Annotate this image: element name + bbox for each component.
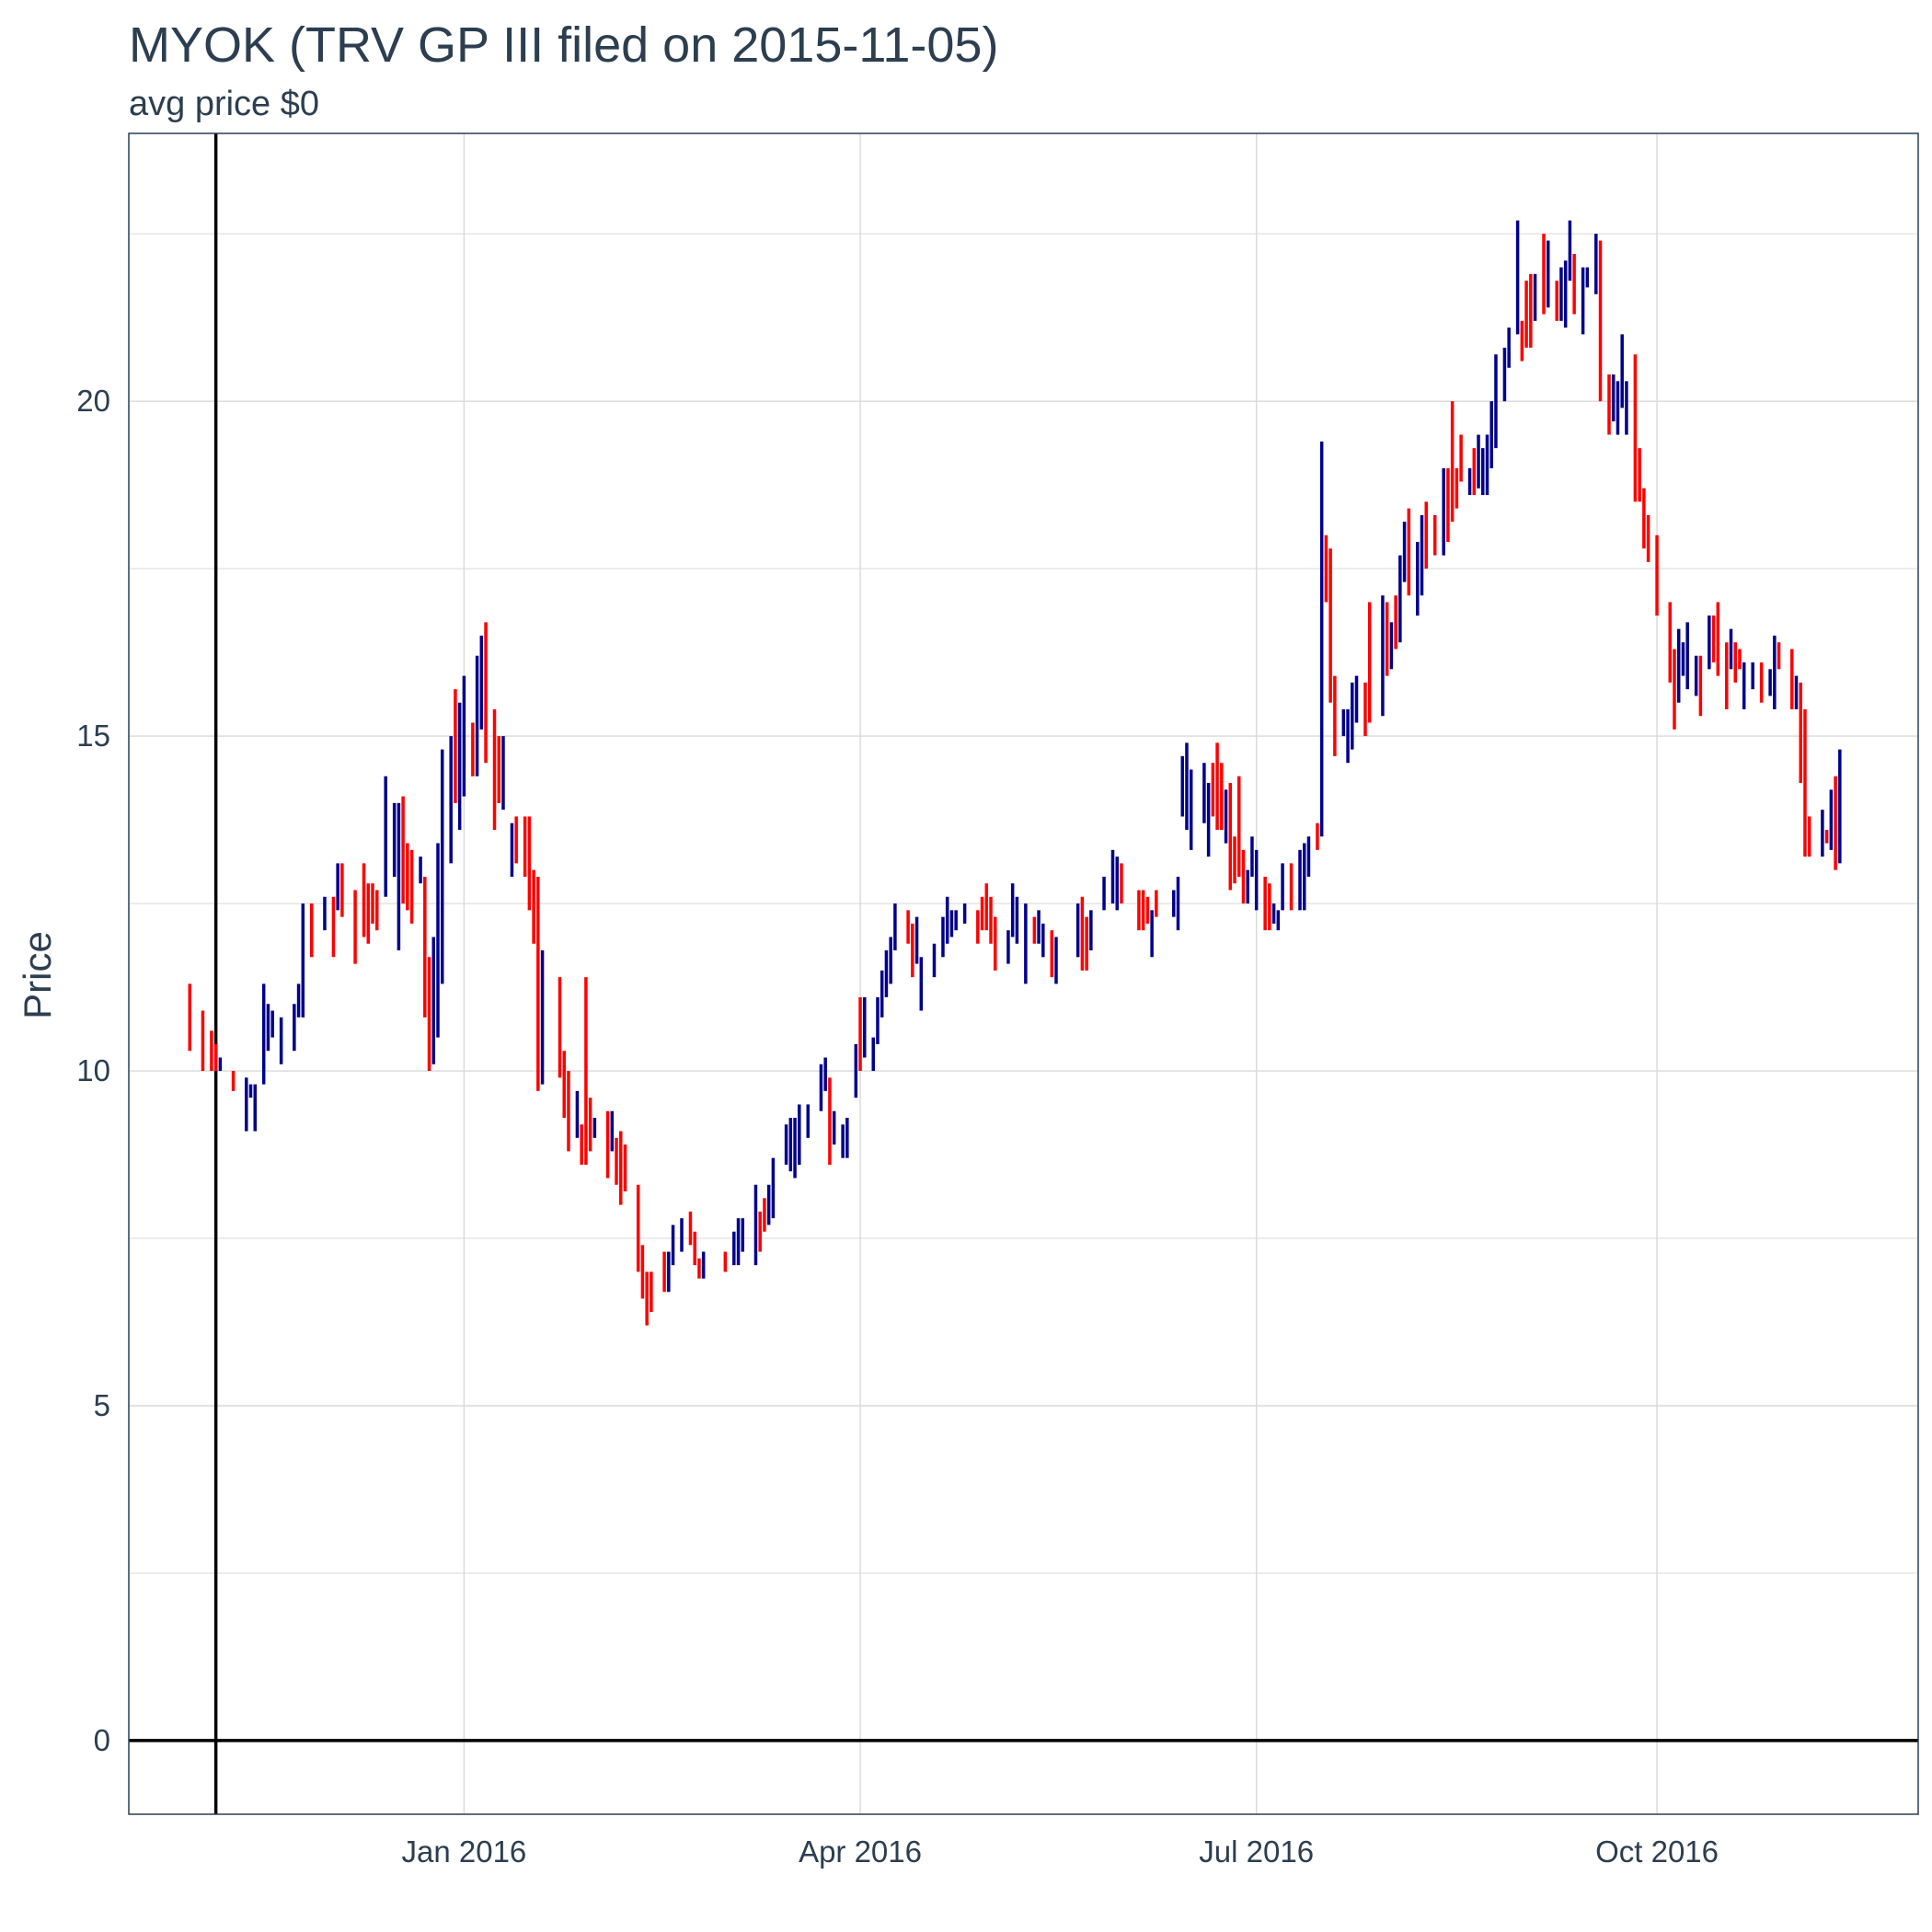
plot-border (128, 132, 1919, 1815)
x-tick-label: Apr 2016 (799, 1834, 922, 1869)
x-axis-ticks: Jan 2016 Apr 2016 Jul 2016 Oct 2016 (401, 1834, 1719, 1869)
y-tick-label: 0 (94, 1723, 110, 1757)
reference-lines (129, 133, 1918, 1814)
x-tick-label: Jan 2016 (401, 1834, 526, 1869)
chart-title: MYOK (TRV GP III filed on 2015-11-05) (129, 17, 999, 73)
y-tick-label: 5 (94, 1388, 110, 1422)
x-tick-label: Jul 2016 (1199, 1834, 1314, 1869)
y-tick-label: 15 (76, 719, 110, 753)
y-tick-label: 20 (76, 384, 110, 418)
ohlc-bars (188, 220, 1842, 1326)
x-tick-label: Oct 2016 (1595, 1834, 1719, 1869)
y-axis-ticks: 0 5 10 15 20 (76, 384, 110, 1757)
chart-subtitle: avg price $0 (129, 85, 320, 123)
y-axis-title: Price (16, 931, 59, 1019)
grid-lines (129, 133, 1918, 1814)
y-tick-label: 10 (76, 1053, 110, 1087)
